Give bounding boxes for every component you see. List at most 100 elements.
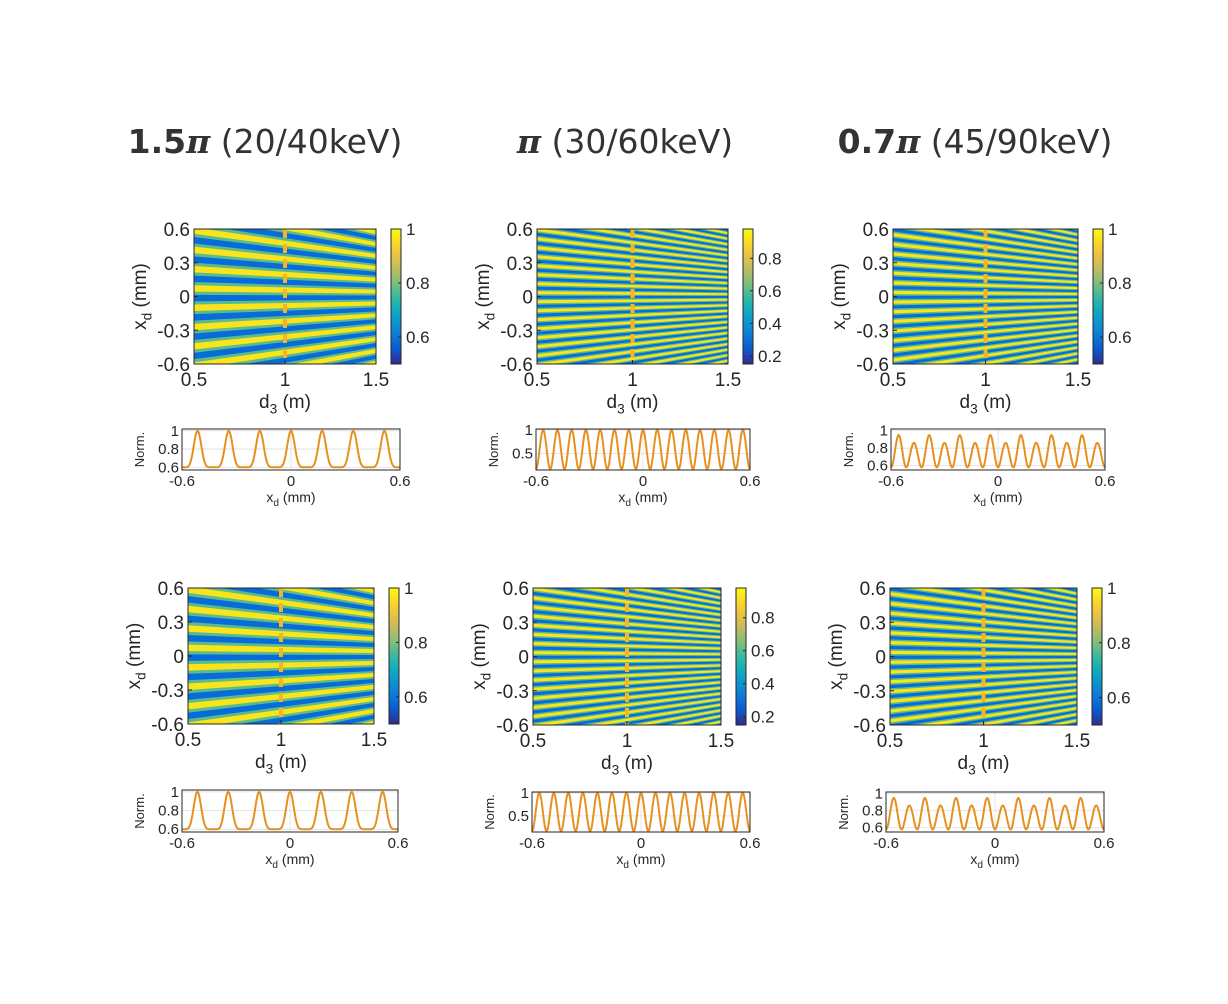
profile-y-axis-label: Norm.	[486, 432, 501, 467]
colorbar	[1091, 587, 1103, 726]
colorbar-tick-label: 1	[1108, 220, 1117, 239]
profile-frame	[181, 428, 401, 471]
y-tick-label: -0.3	[500, 321, 533, 342]
colorbar-tick-label: 1	[1107, 579, 1116, 598]
colorbar-tick-label: 0.8	[406, 274, 430, 293]
colorbar-tick-label: 1	[404, 579, 413, 598]
profile-line	[535, 428, 751, 471]
heatmap-panel-row1-col3: 0.6 0.3 0 -0.3 -0.60.5 1 1.5 d3 (m) xd (mm) 1 0.8 0…	[829, 220, 1132, 417]
profile-y-tick-label: 1	[880, 423, 888, 440]
heatmap-image	[533, 588, 721, 725]
colorbar-tick-label: 0.6	[1108, 328, 1132, 347]
y-axis-label: xd (mm)	[130, 263, 155, 330]
colorbar-tick-label: 1	[406, 220, 415, 239]
x-axis-label: d3 (m)	[255, 752, 307, 777]
y-tick-label: 0.3	[507, 254, 533, 275]
y-tick-label: -0.6	[151, 715, 184, 736]
y-tick-label: 0	[878, 288, 889, 309]
profile-x-tick-label: -0.6	[523, 473, 549, 490]
y-tick-label: 0.3	[863, 254, 889, 275]
profile-line	[182, 429, 400, 469]
y-axis-label: xd (mm)	[829, 263, 854, 330]
x-axis-label: d3 (m)	[601, 753, 653, 778]
profile-x-axis-label: xd (mm)	[970, 851, 1019, 871]
profile-x-tick-label: 0	[637, 835, 645, 852]
profile-x-tick-label: -0.6	[873, 835, 899, 852]
colorbar-tick-label: 0.8	[404, 633, 428, 652]
x-tick-label: 1.5	[361, 730, 387, 751]
colorbar-tick-label: 0.2	[758, 347, 782, 366]
profile-x-tick-label: -0.6	[878, 473, 904, 490]
y-tick-label: 0	[522, 288, 533, 309]
profile-x-tick-label: 0	[287, 473, 295, 490]
y-tick-label: 0.6	[164, 220, 190, 241]
y-tick-label: 0.6	[860, 579, 886, 600]
y-tick-label: -0.6	[496, 716, 529, 737]
colorbar-tick-label: 0.8	[1107, 634, 1131, 653]
profile-y-axis-label: Norm.	[132, 432, 147, 467]
colorbar-tick-label: 0.8	[1108, 274, 1132, 293]
y-tick-label: 0.6	[158, 579, 184, 600]
profile-y-tick-label: 0.6	[158, 821, 179, 838]
profile-x-tick-label: 0.6	[1094, 835, 1115, 852]
y-tick-label: 0	[875, 648, 886, 669]
profile-y-tick-label: 0.8	[158, 441, 179, 458]
profile-line	[182, 790, 398, 831]
x-tick-label: 0.5	[175, 730, 201, 751]
y-tick-label: -0.3	[856, 321, 889, 342]
profile-y-tick-label: 1	[521, 785, 529, 802]
y-tick-label: -0.3	[151, 681, 184, 702]
profile-frame	[181, 789, 399, 833]
heatmap-panel-row1-col1: 0.6 0.3 0 -0.3 -0.60.5 1 1.5 d3 (m) xd (mm) 1 0.8 0…	[130, 220, 430, 417]
profile-frame	[535, 428, 751, 471]
y-tick-label: 0.6	[863, 220, 889, 241]
profile-y-tick-label: 0.5	[512, 446, 533, 463]
y-tick-label: 0.3	[503, 613, 529, 634]
colorbar-tick-label: 0.6	[751, 642, 775, 661]
column-title-2: π (30/60keV)	[516, 122, 734, 161]
y-tick-label: 0.3	[158, 613, 184, 634]
profile-y-tick-label: 0.6	[158, 459, 179, 476]
heatmap-panel-row1-col2: 0.6 0.3 0 -0.3 -0.60.5 1 1.5 d3 (m) xd (mm) 0.8 0.…	[473, 220, 782, 417]
profile-y-axis-label: Norm.	[482, 794, 497, 829]
y-axis-label: xd (mm)	[473, 263, 498, 330]
y-tick-label: -0.6	[500, 355, 533, 376]
y-axis-label: xd (mm)	[124, 623, 149, 690]
colorbar	[742, 228, 754, 365]
profile-panel-row2-col2-profile: 1 0.5 -0.6 0 0.6 xd (mm) Norm.	[482, 785, 760, 871]
profile-x-tick-label: 0	[994, 473, 1002, 490]
profile-x-tick-label: -0.6	[169, 473, 195, 490]
heatmap-panel-row2-col3: 0.6 0.3 0 -0.3 -0.60.5 1 1.5 d3 (m) xd (mm) 1 0.8 0…	[826, 579, 1131, 778]
profile-line	[885, 796, 1105, 831]
colorbar	[388, 587, 400, 725]
colorbar-tick-label: 0.8	[751, 609, 775, 628]
x-axis-label: d3 (m)	[958, 753, 1010, 778]
x-tick-label: 1	[980, 370, 991, 391]
profile-y-tick-label: 1	[525, 422, 533, 439]
x-tick-label: 1.5	[1064, 731, 1090, 752]
y-tick-label: 0.3	[164, 254, 190, 275]
colorbar	[735, 587, 747, 726]
profile-panel-row1-col3-profile: 10.80.6-0.6 0 0.6xd (mm)Norm.	[841, 423, 1115, 509]
y-tick-label: -0.6	[856, 355, 889, 376]
y-tick-label: -0.6	[157, 355, 190, 376]
profile-x-tick-label: 0.6	[388, 835, 409, 852]
x-tick-label: 1.5	[1065, 370, 1091, 391]
profile-line	[890, 433, 1106, 469]
profile-line	[531, 791, 751, 833]
profile-y-tick-label: 1	[171, 784, 179, 801]
y-tick-label: -0.3	[853, 682, 886, 703]
x-tick-label: 1.5	[363, 370, 389, 391]
column-title-1: 1.5π (20/40keV)	[127, 122, 403, 161]
colorbar-tick-label: 0.8	[758, 249, 782, 268]
profile-panel-row1-col2-profile: 1 0.5 -0.6 0 0.6 xd (mm) Norm.	[486, 422, 760, 509]
profile-frame	[531, 791, 751, 833]
colorbar-tick-label: 0.4	[751, 675, 775, 694]
y-tick-label: 0.6	[507, 220, 533, 241]
x-axis-label: d3 (m)	[960, 392, 1012, 417]
colorbar-tick-label: 0.6	[406, 328, 430, 347]
x-tick-label: 1	[978, 731, 989, 752]
x-axis-label: d3 (m)	[259, 392, 311, 417]
x-tick-label: 0.5	[880, 370, 906, 391]
